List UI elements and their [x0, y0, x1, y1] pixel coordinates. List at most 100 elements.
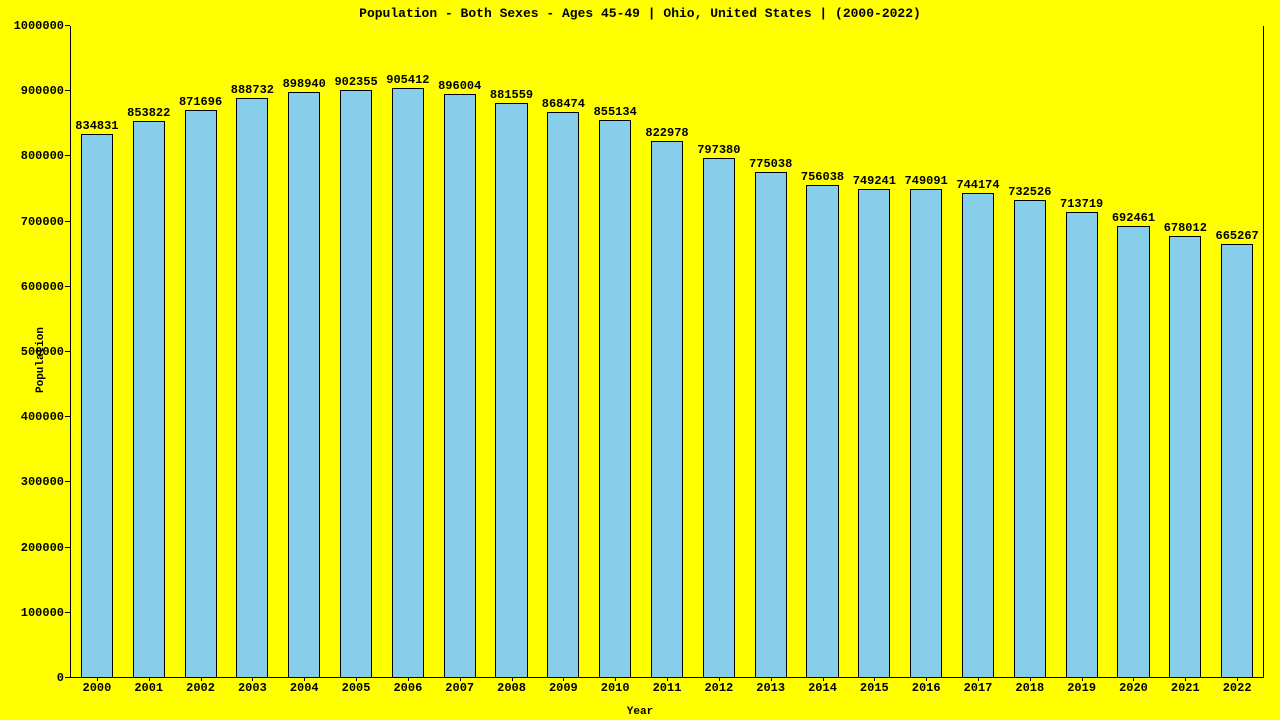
bar-value-label: 713719	[1060, 197, 1103, 211]
bar: 749241	[858, 189, 890, 677]
x-tick-label: 2007	[445, 681, 474, 695]
bar-value-label: 749091	[905, 174, 948, 188]
x-tick-label: 2014	[808, 681, 837, 695]
bar-value-label: 749241	[853, 174, 896, 188]
chart-title: Population - Both Sexes - Ages 45-49 | O…	[0, 6, 1280, 21]
bar-value-label: 797380	[697, 143, 740, 157]
bar-slot: 8716962002	[175, 26, 227, 677]
x-tick-label: 2018	[1015, 681, 1044, 695]
bar: 797380	[703, 158, 735, 677]
bar-slot: 7490912016	[900, 26, 952, 677]
bar: 888732	[236, 98, 268, 677]
bar: 834831	[81, 134, 113, 677]
x-tick-label: 2019	[1067, 681, 1096, 695]
x-tick-label: 2013	[756, 681, 785, 695]
bar-value-label: 692461	[1112, 211, 1155, 225]
bar: 902355	[340, 90, 372, 677]
bar: 898940	[288, 92, 320, 677]
bar: 868474	[547, 112, 579, 677]
y-tick-label: 1000000	[14, 19, 64, 33]
bar: 775038	[755, 172, 787, 677]
y-tick-label: 300000	[21, 475, 64, 489]
x-tick-label: 2020	[1119, 681, 1148, 695]
bar-value-label: 678012	[1164, 221, 1207, 235]
x-tick-label: 2005	[342, 681, 371, 695]
bar-slot: 7973802012	[693, 26, 745, 677]
x-axis-label: Year	[0, 706, 1280, 718]
bar-slot: 7325262018	[1004, 26, 1056, 677]
x-tick-label: 2021	[1171, 681, 1200, 695]
bar: 713719	[1066, 212, 1098, 677]
bar-slot: 7137192019	[1056, 26, 1108, 677]
bar-value-label: 855134	[594, 105, 637, 119]
x-tick-label: 2002	[186, 681, 215, 695]
x-tick-label: 2012	[704, 681, 733, 695]
bar-slot: 9054122006	[382, 26, 434, 677]
y-tick-label: 600000	[21, 280, 64, 294]
bar: 853822	[133, 121, 165, 677]
x-tick-label: 2022	[1223, 681, 1252, 695]
bar-value-label: 905412	[386, 73, 429, 87]
bar-slot: 6652672022	[1211, 26, 1263, 677]
bar-value-label: 822978	[645, 126, 688, 140]
bar-value-label: 665267	[1216, 229, 1259, 243]
bar-slot: 9023552005	[330, 26, 382, 677]
bar-slot: 8348312000	[71, 26, 123, 677]
bar-slot: 8989402004	[278, 26, 330, 677]
x-tick-label: 2010	[601, 681, 630, 695]
bar-slot: 8887322003	[226, 26, 278, 677]
bar-value-label: 732526	[1008, 185, 1051, 199]
bar: 881559	[495, 103, 527, 677]
x-tick-label: 2011	[653, 681, 682, 695]
plot-area: 8348312000853822200187169620028887322003…	[70, 26, 1264, 678]
bar-slot: 6924612020	[1108, 26, 1160, 677]
x-tick-label: 2015	[860, 681, 889, 695]
x-tick-label: 2017	[964, 681, 993, 695]
bar-slot: 7492412015	[848, 26, 900, 677]
bar: 855134	[599, 120, 631, 677]
x-tick-label: 2000	[83, 681, 112, 695]
x-tick-label: 2004	[290, 681, 319, 695]
bar-slot: 7750382013	[745, 26, 797, 677]
bar-value-label: 853822	[127, 106, 170, 120]
bar-value-label: 898940	[283, 77, 326, 91]
y-tick-label: 900000	[21, 84, 64, 98]
x-tick-label: 2003	[238, 681, 267, 695]
bar: 732526	[1014, 200, 1046, 677]
bar: 665267	[1221, 244, 1253, 677]
x-tick-label: 2008	[497, 681, 526, 695]
population-chart: Population - Both Sexes - Ages 45-49 | O…	[0, 0, 1280, 720]
y-tick-label: 0	[57, 671, 64, 685]
bar: 756038	[806, 185, 838, 677]
bar-slot: 7441742017	[952, 26, 1004, 677]
bar-slot: 8551342010	[589, 26, 641, 677]
bar-value-label: 871696	[179, 95, 222, 109]
bar: 749091	[910, 189, 942, 677]
bar-slot: 8960042007	[434, 26, 486, 677]
bar: 896004	[444, 94, 476, 677]
y-tick-label: 200000	[21, 541, 64, 555]
bar: 678012	[1169, 236, 1201, 677]
bar-value-label: 775038	[749, 157, 792, 171]
bar: 822978	[651, 141, 683, 677]
x-tick-label: 2009	[549, 681, 578, 695]
bar-value-label: 834831	[75, 119, 118, 133]
bar: 871696	[185, 110, 217, 677]
y-axis-label: Population	[35, 327, 47, 393]
y-tick-label: 700000	[21, 215, 64, 229]
bar-slot: 6780122021	[1159, 26, 1211, 677]
bar: 692461	[1117, 226, 1149, 677]
bar-value-label: 896004	[438, 79, 481, 93]
bar: 905412	[392, 88, 424, 677]
x-tick-label: 2016	[912, 681, 941, 695]
bar-value-label: 902355	[334, 75, 377, 89]
bar-slot: 8538222001	[123, 26, 175, 677]
y-tick-label: 800000	[21, 149, 64, 163]
bar-value-label: 868474	[542, 97, 585, 111]
y-tick-label: 100000	[21, 606, 64, 620]
bar-value-label: 888732	[231, 83, 274, 97]
y-tick-label: 400000	[21, 410, 64, 424]
x-tick-label: 2001	[134, 681, 163, 695]
bars-container: 8348312000853822200187169620028887322003…	[71, 26, 1263, 677]
bar-value-label: 756038	[801, 170, 844, 184]
